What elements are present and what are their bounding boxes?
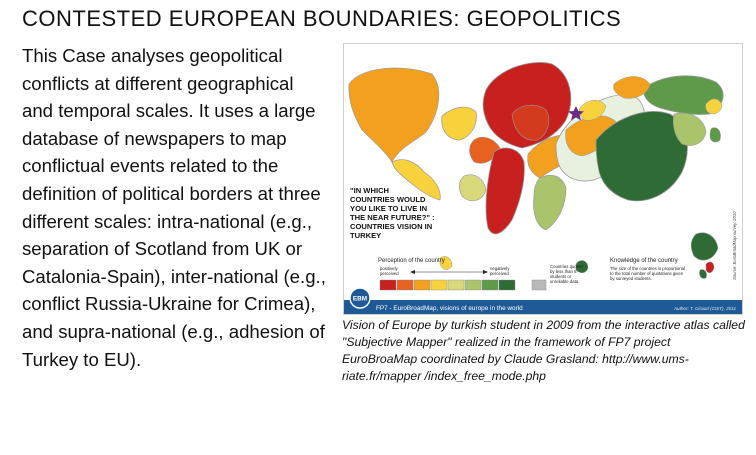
- figure-caption: Vision of Europe by turkish student in 2…: [342, 318, 745, 383]
- quoted-note: unreliable data: [550, 279, 579, 284]
- question-line: THE NEAR FUTURE?" :: [350, 213, 435, 222]
- map-figure: "IN WHICH COUNTRIES WOULD YOU LIKE TO LI…: [343, 43, 743, 315]
- ebm-logo-text: EBM: [353, 296, 367, 303]
- negatively-label: negatively: [490, 266, 510, 271]
- knowledge-note: The size of the countries is proportiona…: [610, 266, 685, 271]
- legend-swatch: [413, 279, 431, 291]
- footer-band: [344, 300, 742, 314]
- question-line: TURKEY: [350, 231, 381, 240]
- question-line: "IN WHICH: [350, 186, 389, 195]
- quoted-note: students or: [550, 274, 572, 279]
- positively-label: perceived: [380, 271, 399, 276]
- side-source: Source: EuroBroadMap survey, 2010: [732, 211, 737, 280]
- legend-swatch: [498, 279, 516, 291]
- legend-gray-swatch: [531, 279, 547, 291]
- perception-title: Perception of the country: [378, 258, 445, 264]
- footer-right: Author: T. Giraud (CIST), 2011: [673, 306, 736, 311]
- cartogram-map: "IN WHICH COUNTRIES WOULD YOU LIKE TO LI…: [344, 44, 742, 314]
- page-title: CONTESTED EUROPEAN BOUNDARIES: GEOPOLITI…: [22, 6, 622, 31]
- ebm-logo: [349, 287, 371, 309]
- legend-swatch: [379, 279, 397, 291]
- positively-label: positively: [380, 266, 399, 271]
- knowledge-note: by surveyed students.: [610, 276, 652, 281]
- legend-swatch: [447, 279, 465, 291]
- question-line: COUNTRIES VISION IN: [350, 222, 432, 231]
- quoted-note: by less than 5: [550, 269, 577, 274]
- description-paragraph: This Case analyses geopolitical conflict…: [22, 45, 326, 370]
- legend-swatch: [464, 279, 482, 291]
- negatively-label: perceived: [490, 271, 509, 276]
- question-line: COUNTRIES WOULD: [350, 195, 426, 204]
- legend-swatch: [396, 279, 414, 291]
- legend-swatches: [379, 279, 516, 291]
- legend-swatch: [430, 279, 448, 291]
- footer-left: FP7 - EuroBroadMap, visions of europe in…: [376, 305, 523, 312]
- knowledge-note: to the total number of quotations given: [610, 271, 684, 276]
- quoted-note: Countries quoted: [550, 264, 583, 269]
- knowledge-title: Knowledge of the country: [610, 258, 678, 264]
- question-line: YOU LIKE TO LIVE IN: [350, 204, 427, 213]
- legend-swatch: [481, 279, 499, 291]
